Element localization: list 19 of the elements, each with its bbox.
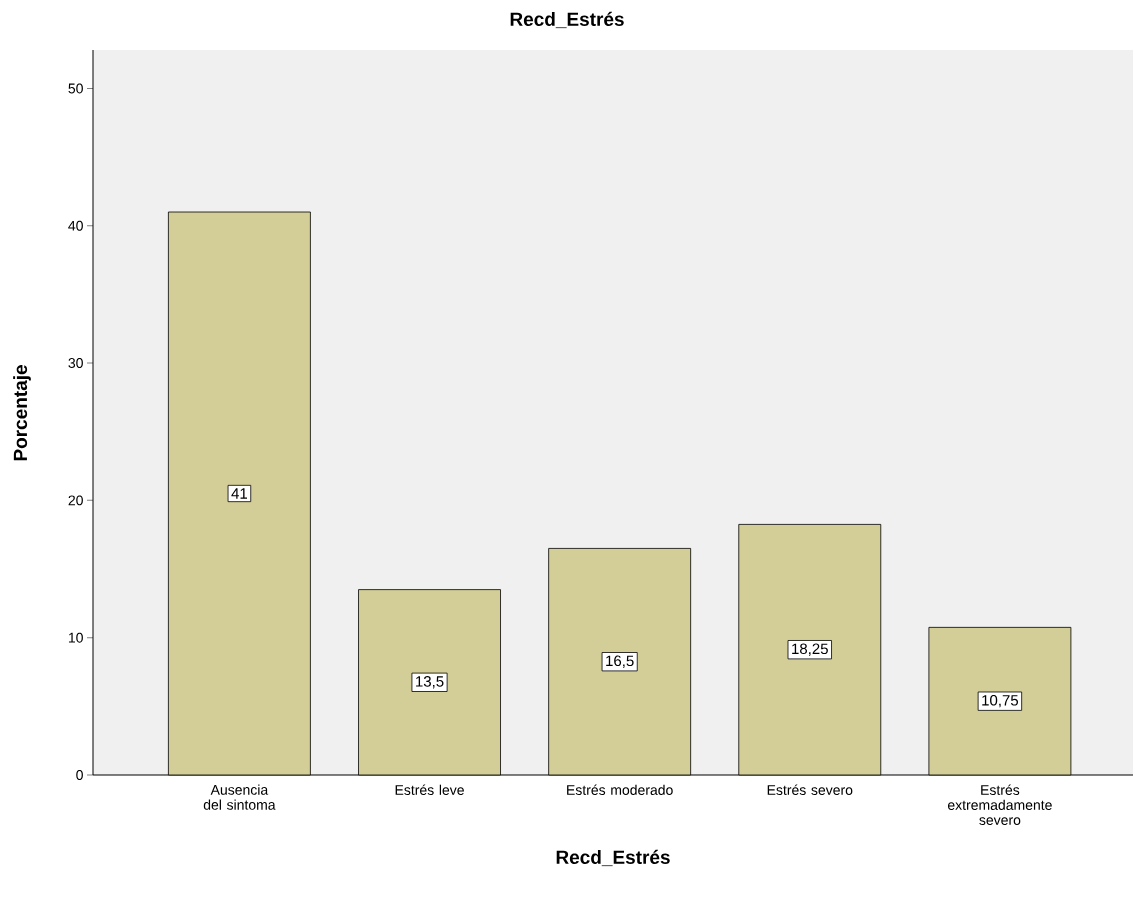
x-tick-label: Estrés leve <box>395 784 464 795</box>
data-label: 13,5 <box>416 676 444 689</box>
y-tick-label: 10 <box>68 632 83 643</box>
data-label: 16,5 <box>606 655 634 668</box>
x-tick-label: Estrés moderado <box>567 784 673 795</box>
chart-title: Recd_Estrés <box>510 11 624 29</box>
x-tick-label: Estrés severo <box>767 784 853 795</box>
y-tick-label: 0 <box>76 770 83 780</box>
x-axis-title: Recd_Estrés <box>556 849 670 867</box>
y-tick-label: 30 <box>68 358 83 369</box>
x-tick-label: Ausencia del sintoma <box>203 784 276 810</box>
x-tick-label: Estrés extremadamente severo <box>947 784 1052 825</box>
y-tick-label: 20 <box>68 495 83 506</box>
y-tick-label: 50 <box>68 83 83 94</box>
data-label: 18,25 <box>792 643 828 656</box>
y-tick-label: 40 <box>68 220 83 231</box>
data-label: 41 <box>231 488 248 499</box>
data-label: 10,75 <box>982 694 1019 708</box>
y-axis-title: Porcentaje <box>13 365 31 461</box>
